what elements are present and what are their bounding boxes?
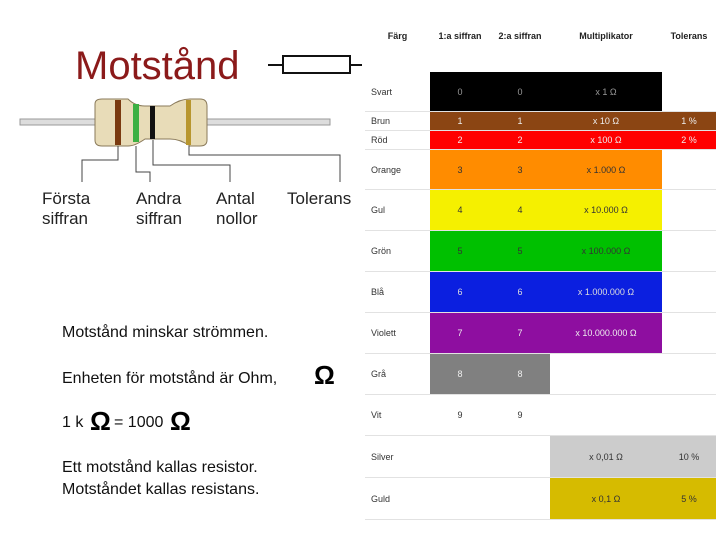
- color-name: Vit: [365, 395, 430, 436]
- value-cell: 9: [430, 395, 490, 436]
- value-cell: [662, 190, 716, 231]
- note: = 1000: [114, 414, 164, 431]
- value-cell: 4: [430, 190, 490, 231]
- value-cell: x 10.000 Ω: [550, 190, 662, 231]
- label-tolerance: Tolerans: [287, 189, 352, 208]
- value-cell: 8: [430, 354, 490, 395]
- header-cell: 2:a siffran: [498, 31, 542, 41]
- value-cell: x 1.000.000 Ω: [550, 272, 662, 313]
- note: Motstånd minskar strömmen.: [62, 324, 269, 341]
- value-cell: x 1 Ω: [550, 72, 662, 112]
- value-cell: 7: [490, 313, 550, 354]
- color-name: Guld: [365, 478, 430, 520]
- value-cell: 0: [490, 72, 550, 112]
- color-name: Grå: [365, 354, 430, 395]
- value-cell: x 100.000 Ω: [550, 231, 662, 272]
- header-cell: Multiplikator: [579, 31, 633, 41]
- ohm-symbol: Ω: [314, 360, 335, 390]
- value-cell: [490, 478, 550, 520]
- value-cell: [430, 436, 490, 478]
- value-cell: x 1.000 Ω: [550, 150, 662, 190]
- value-cell: [662, 313, 716, 354]
- note: 1 k: [62, 414, 84, 431]
- value-cell: 1: [490, 112, 550, 131]
- label-second: Andra siffran: [136, 189, 182, 228]
- note: Motståndet kallas resistans.: [62, 481, 260, 498]
- value-cell: 2 %: [662, 131, 716, 150]
- value-cell: 6: [430, 272, 490, 313]
- value-cell: x 100 Ω: [550, 131, 662, 150]
- color-name: Blå: [365, 272, 430, 313]
- value-cell: [662, 395, 716, 436]
- value-cell: x 0,1 Ω: [550, 478, 662, 520]
- label-zeros: Antal nollor: [216, 189, 258, 228]
- value-cell: 1: [430, 112, 490, 131]
- ohm-symbol: Ω: [90, 406, 111, 436]
- value-cell: 2: [430, 131, 490, 150]
- color-name: Grön: [365, 231, 430, 272]
- color-name: Orange: [365, 150, 430, 190]
- value-cell: 4: [490, 190, 550, 231]
- note: Enheten för motstånd är Ohm,: [62, 370, 278, 387]
- color-name: Silver: [365, 436, 430, 478]
- header-cell: Tolerans: [670, 31, 708, 41]
- value-cell: [550, 395, 662, 436]
- value-cell: [662, 272, 716, 313]
- value-cell: 5 %: [662, 478, 716, 520]
- value-cell: 0: [430, 72, 490, 112]
- value-cell: [662, 72, 716, 112]
- header-cell: 1:a siffran: [438, 31, 482, 41]
- note: Ett motstånd kallas resistor.: [62, 459, 258, 476]
- color-name: Gul: [365, 190, 430, 231]
- value-cell: x 0,01 Ω: [550, 436, 662, 478]
- value-cell: 7: [430, 313, 490, 354]
- value-cell: [550, 354, 662, 395]
- value-cell: x 10.000.000 Ω: [550, 313, 662, 354]
- value-cell: 3: [430, 150, 490, 190]
- value-cell: 5: [490, 231, 550, 272]
- header-cell: Färg: [387, 31, 408, 41]
- color-name: Violett: [365, 313, 430, 354]
- ohm-symbol: Ω: [170, 406, 191, 436]
- title: Motstånd: [75, 44, 240, 88]
- label-first: Första siffran: [42, 189, 91, 228]
- value-cell: 3: [490, 150, 550, 190]
- value-cell: 6: [490, 272, 550, 313]
- value-cell: 10 %: [662, 436, 716, 478]
- value-cell: [430, 478, 490, 520]
- value-cell: 8: [490, 354, 550, 395]
- value-cell: x 10 Ω: [550, 112, 662, 131]
- resistor-drawing: [19, 55, 362, 182]
- value-cell: 5: [430, 231, 490, 272]
- color-name: Röd: [365, 131, 430, 150]
- value-cell: 1 %: [662, 112, 716, 131]
- color-name: Brun: [365, 112, 430, 131]
- value-cell: [662, 150, 716, 190]
- value-cell: 9: [490, 395, 550, 436]
- color-name: Svart: [365, 72, 430, 112]
- value-cell: [490, 436, 550, 478]
- value-cell: [662, 231, 716, 272]
- value-cell: 2: [490, 131, 550, 150]
- value-cell: [662, 354, 716, 395]
